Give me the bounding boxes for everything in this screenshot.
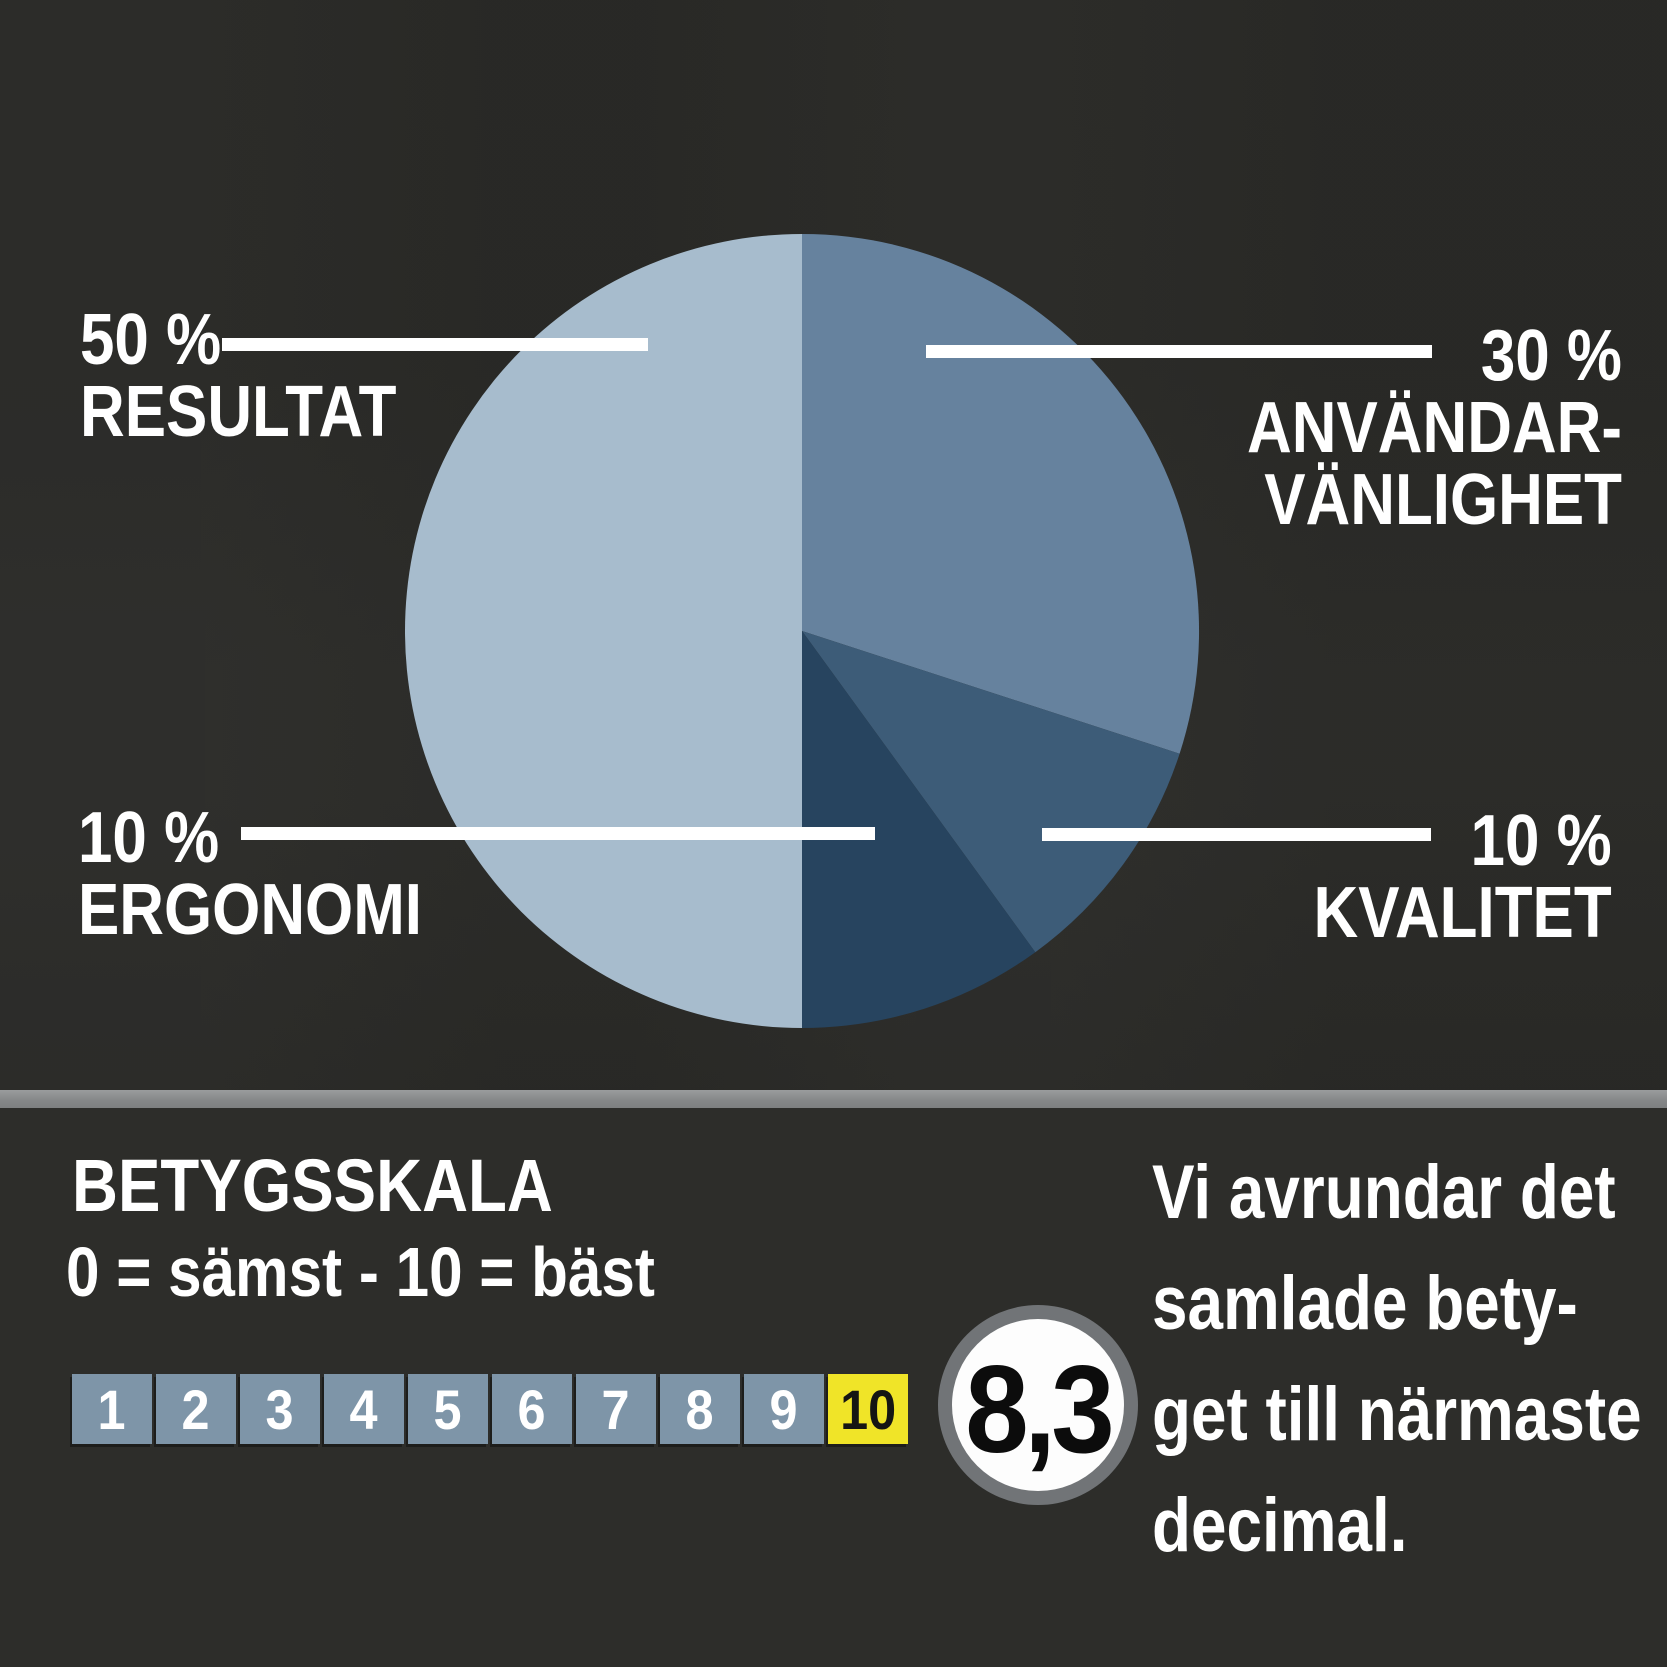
label-kvalitet-name: KVALITET	[1313, 873, 1612, 953]
label-ergonomi: 10 % ERGONOMI	[78, 802, 422, 946]
scale-box-6: 6	[492, 1374, 572, 1444]
label-ergonomi-pct: 10 %	[78, 798, 220, 878]
scale-box-7-label: 7	[601, 1377, 631, 1441]
label-resultat-pct: 50 %	[80, 300, 222, 380]
label-kvalitet: 10 % KVALITET	[1314, 805, 1612, 949]
score-value: 8,3	[965, 1341, 1115, 1479]
scale-box-3: 3	[240, 1374, 320, 1444]
scale-box-2: 2	[156, 1374, 236, 1444]
scale-box-5: 5	[408, 1374, 488, 1444]
scale-box-4-label: 4	[349, 1377, 379, 1441]
pie-slice-kvalitet	[802, 631, 1180, 953]
scale-box-6-label: 6	[517, 1377, 547, 1441]
scale-box-9-label: 9	[769, 1377, 799, 1441]
label-kvalitet-pct: 10 %	[1470, 801, 1612, 881]
callout-line-resultat	[222, 338, 648, 351]
scale-box-1-label: 1	[97, 1377, 127, 1441]
rating-subheading: 0 = sämst - 10 = bäst	[66, 1233, 655, 1311]
scale-box-3-label: 3	[265, 1377, 295, 1441]
label-anvandarvanlighet-line1: ANVÄNDAR-	[1247, 388, 1622, 468]
label-anvandarvanlighet-line2: VÄNLIGHET	[1264, 460, 1622, 540]
scale-box-10-label: 10	[839, 1377, 897, 1441]
scale-box-7: 7	[576, 1374, 656, 1444]
label-anvandarvanlighet-pct: 30 %	[1480, 316, 1622, 396]
section-divider	[0, 1090, 1667, 1108]
rounding-note-line3: get till närmaste	[1152, 1372, 1642, 1457]
rounding-note: Vi avrundar det samlade bety- get till n…	[1152, 1137, 1642, 1581]
rounding-note-line1: Vi avrundar det	[1152, 1150, 1616, 1235]
scale-box-2-label: 2	[181, 1377, 211, 1441]
rating-scale: 1 2 3 4 5 6 7 8 9 10	[72, 1374, 908, 1444]
pie-slice-resultat	[405, 234, 802, 1028]
rounding-note-line4: decimal.	[1152, 1483, 1408, 1568]
label-ergonomi-name: ERGONOMI	[78, 870, 423, 950]
label-anvandarvanlighet: 30 % ANVÄNDAR- VÄNLIGHET	[1247, 320, 1622, 536]
scale-box-8: 8	[660, 1374, 740, 1444]
rating-heading: BETYGSSKALA	[72, 1144, 553, 1227]
callout-line-ergonomi	[241, 827, 875, 840]
rounding-note-line2: samlade bety-	[1152, 1261, 1578, 1346]
pie-slice-ergonomi	[802, 631, 1036, 1028]
scale-box-9: 9	[744, 1374, 824, 1444]
label-resultat: 50 % RESULTAT	[80, 304, 396, 448]
scale-box-8-label: 8	[685, 1377, 715, 1441]
scale-box-1: 1	[72, 1374, 152, 1444]
callout-line-kvalitet	[1042, 828, 1431, 841]
scale-box-4: 4	[324, 1374, 404, 1444]
score-badge: 8,3	[938, 1305, 1138, 1505]
scale-box-10-highlighted: 10	[828, 1374, 908, 1444]
pie-slice-anvandarvanlighet	[802, 234, 1200, 754]
score-badge-inner: 8,3	[952, 1319, 1124, 1491]
label-resultat-name: RESULTAT	[80, 372, 397, 452]
scale-box-5-label: 5	[433, 1377, 463, 1441]
callout-line-anvandarvanlighet	[926, 345, 1432, 358]
